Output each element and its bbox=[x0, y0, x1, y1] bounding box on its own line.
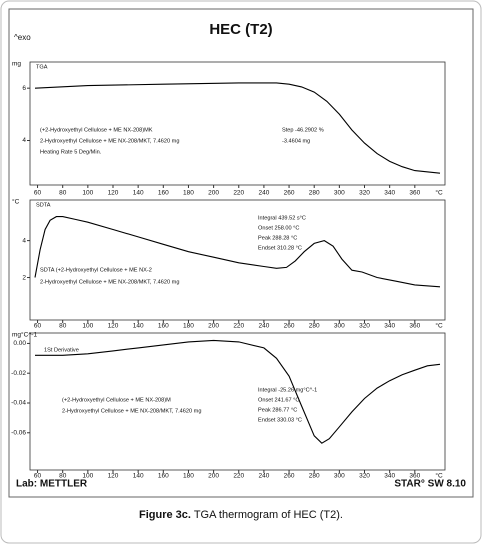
y-tick-label: 4 bbox=[22, 237, 26, 244]
caption: Figure 3c. TGA thermogram of HEC (T2). bbox=[139, 509, 343, 521]
x-tick-label: 80 bbox=[59, 323, 67, 330]
curve bbox=[34, 216, 441, 288]
annotation: Endset 330.03 °C bbox=[258, 417, 302, 423]
annotation: SDTA (+2-Hydroxyethyl Cellulose + ME NX-… bbox=[40, 267, 152, 273]
x-tick-label: 360 bbox=[409, 190, 420, 197]
annotation: Peak 288.28 °C bbox=[258, 235, 297, 241]
x-tick-label: 320 bbox=[359, 323, 370, 330]
x-tick-label: 280 bbox=[309, 190, 320, 197]
x-tick-label: 240 bbox=[258, 190, 269, 197]
x-tick-label: 320 bbox=[359, 190, 370, 197]
panel-label: 1St Derivative bbox=[44, 347, 79, 353]
x-tick-label: 220 bbox=[233, 323, 244, 330]
x-unit: °C bbox=[435, 322, 443, 330]
x-tick-label: 100 bbox=[82, 323, 93, 330]
caption-label: Figure 3c. bbox=[139, 509, 191, 521]
panel-label: TGA bbox=[36, 64, 48, 70]
panel-frame bbox=[29, 199, 446, 321]
y-unit: °C bbox=[12, 198, 20, 206]
x-tick-label: 120 bbox=[108, 473, 119, 480]
annotation: Endset 310.28 °C bbox=[258, 245, 302, 251]
x-tick-label: 120 bbox=[108, 190, 119, 197]
x-tick-label: 180 bbox=[183, 190, 194, 197]
software-label: STAR° SW 8.10 bbox=[394, 479, 466, 490]
annotation: Step -46.2902 % bbox=[282, 127, 324, 133]
x-tick-label: 160 bbox=[158, 323, 169, 330]
panel-frame bbox=[29, 332, 446, 471]
annotation: 2-Hydroxyethyl Cellulose + ME NX-208/MKT… bbox=[40, 138, 179, 144]
lab-label: Lab: METTLER bbox=[16, 479, 88, 490]
x-tick-label: 240 bbox=[258, 323, 269, 330]
x-tick-label: 260 bbox=[284, 323, 295, 330]
x-tick-label: 200 bbox=[208, 190, 219, 197]
y-unit: mg°C^-1 bbox=[12, 331, 38, 339]
figure-frame bbox=[8, 8, 474, 498]
x-tick-label: 220 bbox=[233, 190, 244, 197]
y-tick-label: 6 bbox=[22, 85, 26, 92]
y-unit: mg bbox=[12, 61, 21, 68]
x-tick-label: 260 bbox=[284, 473, 295, 480]
x-tick-label: 180 bbox=[183, 473, 194, 480]
x-tick-label: 340 bbox=[384, 473, 395, 480]
x-tick-label: 300 bbox=[334, 473, 345, 480]
annotation: 2-Hydroxyethyl Cellulose + ME NX-208/MKT… bbox=[62, 408, 201, 414]
y-tick-label: 0.00 bbox=[13, 340, 26, 347]
annotation: (+2-Hydroxyethyl Cellulose + ME NX-208)M bbox=[62, 397, 171, 403]
x-tick-label: 140 bbox=[133, 473, 144, 480]
y-tick-label: 4 bbox=[22, 137, 26, 144]
x-tick-label: 340 bbox=[384, 190, 395, 197]
x-tick-label: 300 bbox=[334, 323, 345, 330]
y-tick-label: -0.02 bbox=[11, 370, 26, 377]
x-tick-label: 320 bbox=[359, 473, 370, 480]
figure-title: HEC (T2) bbox=[209, 21, 272, 38]
x-tick-label: 140 bbox=[133, 323, 144, 330]
curve bbox=[34, 82, 441, 174]
exo-label: ^exo bbox=[14, 33, 31, 42]
x-tick-label: 260 bbox=[284, 190, 295, 197]
annotation: 2-Hydroxyethyl Cellulose + ME NX-208/MKT… bbox=[40, 279, 179, 285]
x-tick-label: 220 bbox=[233, 473, 244, 480]
annotation: Onset 258.00 °C bbox=[258, 225, 299, 231]
y-tick-label: 2 bbox=[22, 274, 26, 281]
x-tick-label: 340 bbox=[384, 323, 395, 330]
x-tick-label: 80 bbox=[59, 473, 67, 480]
annotation: (+2-Hydroxyethyl Cellulose + ME NX-208)M… bbox=[40, 127, 153, 133]
x-tick-label: 300 bbox=[334, 190, 345, 197]
x-tick-label: 60 bbox=[34, 190, 42, 197]
annotation: Peak 286.77 °C bbox=[258, 407, 297, 413]
x-tick-label: 240 bbox=[258, 473, 269, 480]
x-tick-label: 100 bbox=[82, 473, 93, 480]
annotation: Onset 241.67 °C bbox=[258, 397, 299, 403]
x-unit: °C bbox=[435, 189, 443, 197]
x-tick-label: 100 bbox=[82, 190, 93, 197]
curve bbox=[35, 339, 441, 444]
caption-text: TGA thermogram of HEC (T2). bbox=[194, 509, 343, 521]
x-tick-label: 360 bbox=[409, 323, 420, 330]
x-tick-label: 80 bbox=[59, 190, 67, 197]
x-tick-label: 60 bbox=[34, 473, 42, 480]
annotation: Heating Rate 5 Deg/Min. bbox=[40, 149, 102, 155]
x-tick-label: 360 bbox=[409, 473, 420, 480]
y-tick-label: -0.06 bbox=[11, 429, 26, 436]
annotation: Integral -25.26 mg°C^-1 bbox=[258, 387, 317, 393]
x-tick-label: 180 bbox=[183, 323, 194, 330]
panel-label: SDTA bbox=[36, 202, 51, 208]
x-tick-label: 140 bbox=[133, 190, 144, 197]
panel-frame bbox=[29, 61, 446, 186]
annotation: -3.4604 mg bbox=[282, 138, 310, 144]
x-unit: °C bbox=[435, 472, 443, 480]
x-tick-label: 200 bbox=[208, 323, 219, 330]
x-tick-label: 120 bbox=[108, 323, 119, 330]
x-tick-label: 280 bbox=[309, 323, 320, 330]
x-tick-label: 280 bbox=[309, 473, 320, 480]
annotation: Integral 439.52 s°C bbox=[258, 215, 306, 221]
x-tick-label: 200 bbox=[208, 473, 219, 480]
y-tick-label: -0.04 bbox=[11, 400, 26, 407]
x-tick-label: 160 bbox=[158, 190, 169, 197]
x-tick-label: 160 bbox=[158, 473, 169, 480]
x-tick-label: 60 bbox=[34, 323, 42, 330]
